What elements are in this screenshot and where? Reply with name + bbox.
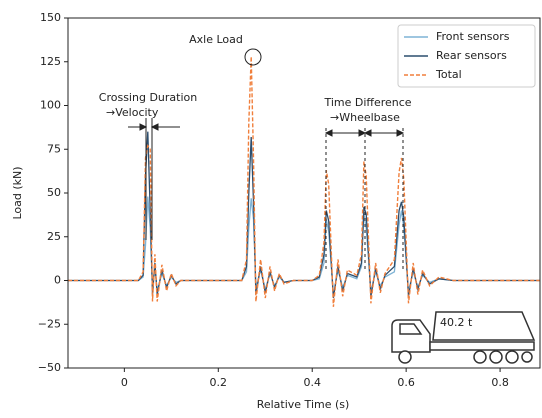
x-tick-label: 0.2 — [210, 376, 228, 389]
truck-icon — [391, 311, 536, 364]
x-tick-label: 0.8 — [491, 376, 509, 389]
annotation: Crossing Duration — [99, 91, 197, 104]
legend-label: Rear sensors — [436, 49, 507, 62]
annotation-arrows — [128, 118, 180, 240]
y-tick-label: 50 — [47, 186, 61, 199]
annotation: →Wheelbase — [330, 111, 400, 124]
x-tick-label: 0.4 — [303, 376, 321, 389]
y-tick-label: 75 — [47, 142, 61, 155]
legend-label: Front sensors — [436, 30, 510, 43]
legend-label: Total — [435, 68, 462, 81]
annotation-arrows — [324, 128, 405, 272]
annotation: Axle Load — [189, 33, 243, 46]
y-tick-label: −50 — [38, 361, 61, 374]
x-tick-label: 0 — [121, 376, 128, 389]
y-tick-label: 125 — [40, 55, 61, 68]
annotation: →Velocity — [106, 106, 159, 119]
y-axis-label: Load (kN) — [11, 166, 24, 219]
y-tick-label: 25 — [47, 230, 61, 243]
x-axis-label: Relative Time (s) — [257, 398, 350, 411]
annotation: 40.2 t — [440, 316, 473, 329]
legend: Front sensors Rear sensors Total — [397, 24, 536, 88]
y-tick-label: 0 — [54, 274, 61, 287]
annotation: Time Difference — [323, 96, 411, 109]
annotation-circle — [244, 48, 262, 66]
x-tick-label: 0.6 — [397, 376, 415, 389]
series-line — [68, 56, 540, 307]
y-tick-label: 150 — [40, 11, 61, 24]
plot-area — [68, 56, 540, 307]
legend-box — [397, 24, 536, 88]
y-tick-label: −25 — [38, 317, 61, 330]
y-tick-label: 100 — [40, 99, 61, 112]
